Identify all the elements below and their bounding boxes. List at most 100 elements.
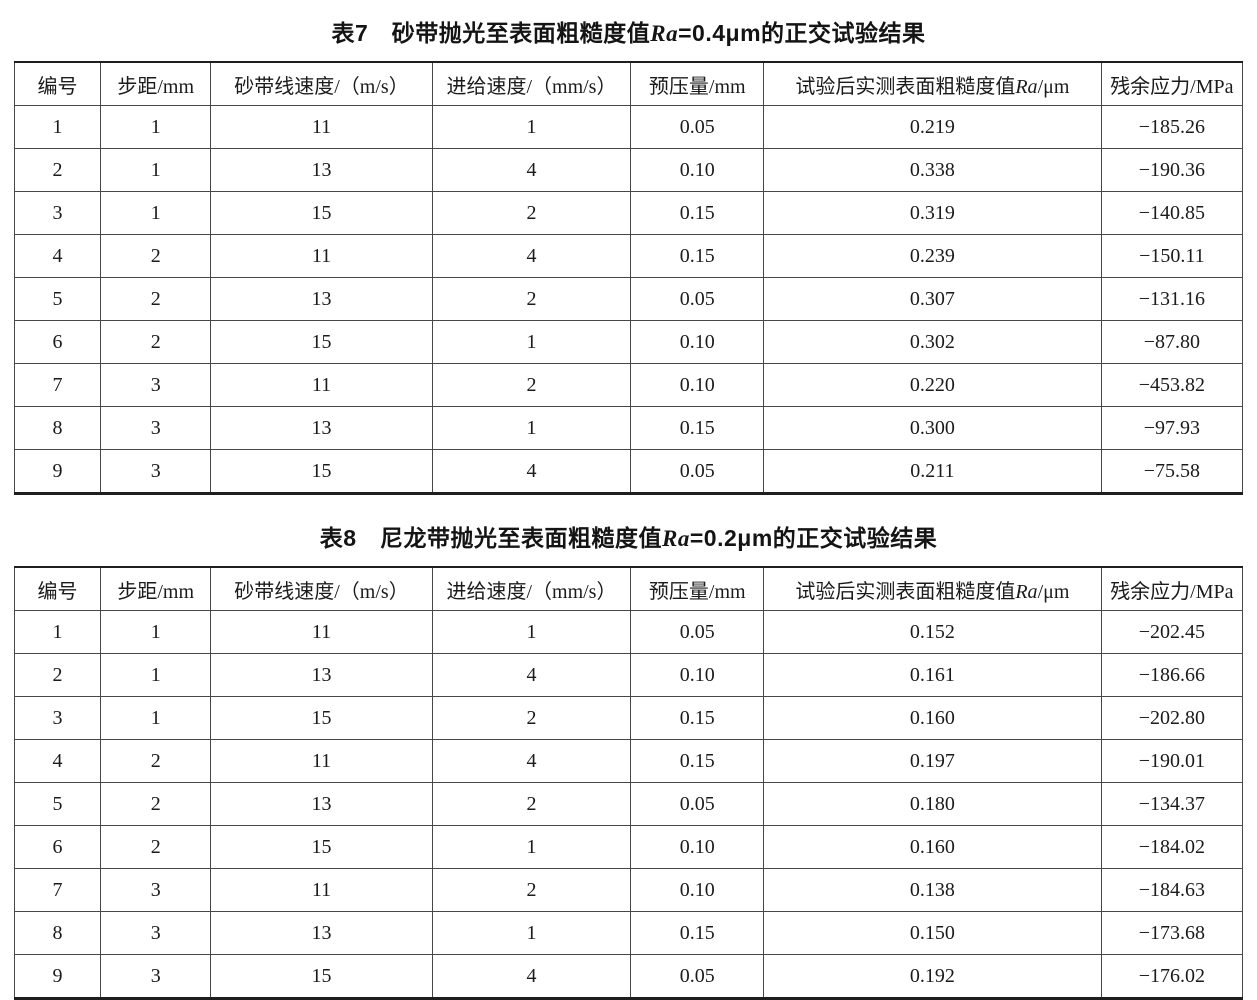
table-cell: 7 bbox=[14, 363, 101, 407]
table7-section: 表7 砂带抛光至表面粗糙度值Ra=0.4μm的正交试验结果 编号 步距/mm 砂带线… bbox=[14, 14, 1244, 495]
table-row: 4 2 11 4 0.15 0.239 −150.11 bbox=[14, 234, 1244, 278]
text-run: =0.2μm的正交试验结果 bbox=[689, 525, 938, 551]
column-header: 试验后实测表面粗糙度值Ra/μm bbox=[763, 61, 1102, 106]
column-header: 编号 bbox=[14, 566, 101, 611]
table-row: 9 3 15 4 0.05 0.211 −75.58 bbox=[14, 449, 1244, 494]
table-cell: 1 bbox=[99, 191, 212, 235]
table-cell: −97.93 bbox=[1100, 406, 1244, 450]
table-cell: 2 bbox=[99, 320, 212, 364]
table-cell: 3 bbox=[99, 954, 212, 999]
table-cell: 1 bbox=[431, 406, 632, 450]
table8-section: 表8 尼龙带抛光至表面粗糙度值Ra=0.2μm的正交试验结果 编号 步距/mm 砂带… bbox=[14, 519, 1244, 1000]
table-cell: 0.05 bbox=[630, 954, 765, 999]
table-cell: 1 bbox=[99, 610, 212, 654]
table-cell: 15 bbox=[210, 449, 433, 494]
table-cell: 5 bbox=[14, 782, 101, 826]
table-cell: 2 bbox=[14, 148, 101, 192]
column-header: 步距/mm bbox=[99, 566, 212, 611]
table-cell: 0.10 bbox=[630, 825, 765, 869]
table-cell: 11 bbox=[210, 610, 433, 654]
table-row: 6 2 15 1 0.10 0.160 −184.02 bbox=[14, 825, 1244, 869]
text-run: 步距/mm bbox=[117, 75, 195, 98]
table-cell: 0.319 bbox=[763, 191, 1102, 235]
italic-symbol: Ra bbox=[650, 21, 679, 46]
table-cell: 0.05 bbox=[630, 449, 765, 494]
table-cell: 3 bbox=[99, 406, 212, 450]
table-cell: 2 bbox=[431, 191, 632, 235]
table-cell: 13 bbox=[210, 406, 433, 450]
table-cell: 15 bbox=[210, 696, 433, 740]
table8-header: 编号 步距/mm 砂带线速度/（m/s） 进给速度/（mm/s） 预压量/mm 试验后实测… bbox=[14, 566, 1244, 611]
table-cell: −184.02 bbox=[1100, 825, 1244, 869]
table-cell: −173.68 bbox=[1100, 911, 1244, 955]
table-cell: 9 bbox=[14, 954, 101, 999]
table-cell: 0.197 bbox=[763, 739, 1102, 783]
table-cell: 2 bbox=[14, 653, 101, 697]
table-cell: 1 bbox=[99, 653, 212, 697]
table-row: 8 3 13 1 0.15 0.300 −97.93 bbox=[14, 406, 1244, 450]
column-header: 编号 bbox=[14, 61, 101, 106]
table-cell: 0.10 bbox=[630, 653, 765, 697]
table-cell: 3 bbox=[99, 449, 212, 494]
table-cell: 0.15 bbox=[630, 696, 765, 740]
table-cell: 6 bbox=[14, 320, 101, 364]
table-cell: 15 bbox=[210, 954, 433, 999]
table-cell: −75.58 bbox=[1100, 449, 1244, 494]
table-row: 9 3 15 4 0.05 0.192 −176.02 bbox=[14, 954, 1244, 999]
table-row: 2 1 13 4 0.10 0.338 −190.36 bbox=[14, 148, 1244, 192]
table-cell: 0.220 bbox=[763, 363, 1102, 407]
table-row: 1 1 11 1 0.05 0.152 −202.45 bbox=[14, 610, 1244, 654]
table-cell: 1 bbox=[431, 610, 632, 654]
table-cell: 15 bbox=[210, 320, 433, 364]
table-row: 8 3 13 1 0.15 0.150 −173.68 bbox=[14, 911, 1244, 955]
table-row: 5 2 13 2 0.05 0.180 −134.37 bbox=[14, 782, 1244, 826]
table-cell: 8 bbox=[14, 406, 101, 450]
table-cell: 11 bbox=[210, 105, 433, 149]
table-cell: 0.152 bbox=[763, 610, 1102, 654]
table-cell: 0.302 bbox=[763, 320, 1102, 364]
italic-symbol: Ra bbox=[1015, 580, 1038, 603]
text-run: 编号 bbox=[37, 580, 78, 603]
text-run: 试验后实测表面粗糙度值 bbox=[795, 75, 1016, 98]
table-row: 7 3 11 2 0.10 0.138 −184.63 bbox=[14, 868, 1244, 912]
table-cell: 1 bbox=[431, 911, 632, 955]
text-run: 进给速度/（mm/s） bbox=[446, 580, 617, 603]
text-run: 预压量/mm bbox=[648, 580, 746, 603]
table-cell: 0.10 bbox=[630, 363, 765, 407]
table7-orthogonal-test-results: 编号 步距/mm 砂带线速度/（m/s） 进给速度/（mm/s） 预压量/mm 试验后实测… bbox=[14, 61, 1244, 495]
table-cell: −190.01 bbox=[1100, 739, 1244, 783]
table-cell: 0.138 bbox=[763, 868, 1102, 912]
text-run: /μm bbox=[1037, 580, 1070, 603]
column-header: 残余应力/MPa bbox=[1100, 61, 1244, 106]
table-cell: 4 bbox=[431, 653, 632, 697]
table-cell: 4 bbox=[431, 234, 632, 278]
column-header: 进给速度/（mm/s） bbox=[431, 566, 632, 611]
italic-symbol: Ra bbox=[662, 526, 690, 551]
table-cell: 0.161 bbox=[763, 653, 1102, 697]
table7-title: 表7 砂带抛光至表面粗糙度值Ra=0.4μm的正交试验结果 bbox=[14, 14, 1243, 48]
table-cell: 6 bbox=[14, 825, 101, 869]
table-cell: 0.211 bbox=[763, 449, 1102, 494]
text-run: 进给速度/（mm/s） bbox=[446, 75, 617, 98]
table-cell: −87.80 bbox=[1100, 320, 1244, 364]
table-cell: 2 bbox=[431, 363, 632, 407]
table-cell: 15 bbox=[210, 825, 433, 869]
table-cell: 15 bbox=[210, 191, 433, 235]
table-cell: 3 bbox=[14, 191, 101, 235]
column-header: 进给速度/（mm/s） bbox=[431, 61, 632, 106]
table-row: 3 1 15 2 0.15 0.160 −202.80 bbox=[14, 696, 1244, 740]
table-cell: 11 bbox=[210, 739, 433, 783]
table-cell: 7 bbox=[14, 868, 101, 912]
text-run: =0.4μm的正交试验结果 bbox=[678, 20, 926, 46]
table-cell: 0.300 bbox=[763, 406, 1102, 450]
table-cell: 3 bbox=[99, 911, 212, 955]
table-cell: 5 bbox=[14, 277, 101, 321]
header-row: 编号 步距/mm 砂带线速度/（m/s） 进给速度/（mm/s） 预压量/mm 试验后实测… bbox=[14, 61, 1244, 106]
table-cell: −202.45 bbox=[1100, 610, 1244, 654]
table-cell: −185.26 bbox=[1100, 105, 1244, 149]
text-run: /μm bbox=[1037, 75, 1070, 98]
column-header: 试验后实测表面粗糙度值Ra/μm bbox=[763, 566, 1102, 611]
table-cell: 4 bbox=[431, 449, 632, 494]
table-cell: 8 bbox=[14, 911, 101, 955]
